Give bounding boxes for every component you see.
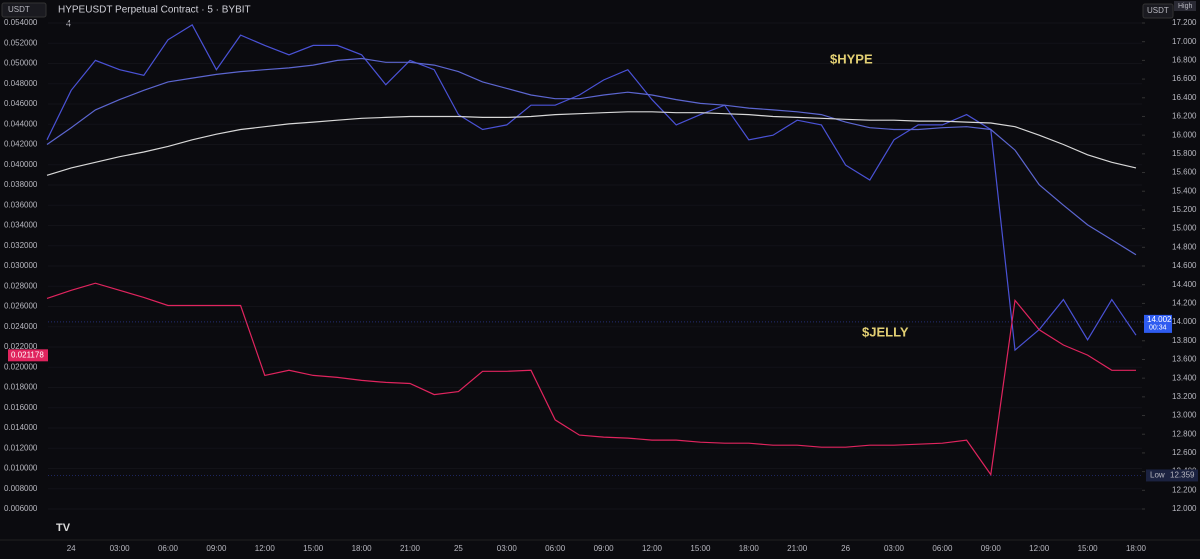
y-tick-label: 0.042000 [4,140,38,149]
series-label: $HYPE [830,51,873,66]
logo: TV [56,522,71,534]
left-unit: USDT [8,5,30,14]
y-tick-label: 0.054000 [4,18,38,27]
last-price-tag [1144,314,1172,333]
y2-tick-label: 13.200 [1172,392,1197,401]
y2-tick-label: 15.600 [1172,168,1197,177]
y-tick-label: 0.016000 [4,403,38,412]
series-line [46,282,1136,477]
x-tick-label: 03:00 [884,544,905,553]
y-tick-label: 0.026000 [4,302,38,311]
y-tick-label: 0.030000 [4,261,38,270]
y-tick-label: 0.014000 [4,423,38,432]
x-tick-label: 15:00 [1078,544,1099,553]
y2-tick-label: 13.400 [1172,373,1197,382]
series-line [46,111,1137,176]
y-tick-label: 0.010000 [4,464,38,473]
y2-tick-label: 17.000 [1172,37,1197,46]
right-unit: USDT [1147,6,1169,15]
jelly-last-label: 0.021178 [11,350,44,359]
y2-tick-label: 15.000 [1172,224,1197,233]
x-tick-label: 12:00 [1029,544,1050,553]
low-label: Low [1150,471,1165,480]
y-tick-label: 0.022000 [4,342,38,351]
y-tick-label: 0.052000 [4,38,38,47]
x-tick-label: 12:00 [255,544,276,553]
series-line [46,24,1137,352]
y2-tick-label: 13.600 [1172,355,1197,364]
y2-tick-label: 12.800 [1172,429,1197,438]
y2-tick-label: 14.600 [1172,261,1197,270]
x-tick-label: 18:00 [1126,544,1147,553]
low-tag [1146,469,1198,482]
y-tick-label: 0.050000 [4,59,38,68]
y2-tick-label: 16.600 [1172,74,1197,83]
x-tick-label: 26 [841,544,850,553]
x-tick-label: 09:00 [981,544,1002,553]
y2-tick-label: 16.200 [1172,112,1197,121]
x-tick-label: 06:00 [932,544,953,553]
y-tick-label: 0.024000 [4,322,38,331]
last-price-label: 14.002 [1147,315,1172,324]
low-value: 12.359 [1170,471,1195,480]
y2-tick-label: 17.200 [1172,18,1197,27]
high-label: High [1178,3,1193,10]
y2-tick-label: 12.000 [1172,504,1197,513]
y2-tick-label: 15.200 [1172,205,1197,214]
y-tick-label: 0.018000 [4,383,38,392]
unit-box[interactable] [1,2,47,18]
y2-tick-label: 15.800 [1172,149,1197,158]
y2-tick-label: 14.200 [1172,298,1197,307]
x-tick-label: 09:00 [594,544,615,553]
y2-tick-label: 12.600 [1172,448,1197,457]
series-line [46,57,1137,256]
jelly-last-tag [8,349,48,362]
y2-tick-label: 14.800 [1172,242,1197,251]
x-tick-label: 09:00 [206,544,227,553]
y-tick-label: 0.012000 [4,443,38,452]
y-tick-label: 0.008000 [4,484,38,493]
chart-title: HYPEUSDT Perpetual Contract · 5 · BYBIT [58,5,251,16]
x-tick-label: 18:00 [739,544,760,553]
y-tick-label: 0.048000 [4,79,38,88]
y2-tick-label: 12.200 [1172,485,1197,494]
series-label: $JELLY [862,324,909,339]
x-tick-label: 15:00 [690,544,711,553]
x-tick-label: 21:00 [400,544,421,553]
countdown-label: 00:34 [1149,325,1167,332]
y-tick-label: 0.046000 [4,99,38,108]
unit-box[interactable] [1142,3,1174,19]
y2-tick-label: 14.400 [1172,280,1197,289]
y-tick-label: 0.040000 [4,160,38,169]
x-tick-label: 06:00 [545,544,566,553]
y2-tick-label: 14.000 [1172,317,1197,326]
x-tick-label: 12:00 [642,544,663,553]
x-tick-label: 18:00 [352,544,373,553]
y2-tick-label: 13.000 [1172,411,1197,420]
y2-tick-label: 16.000 [1172,130,1197,139]
y-tick-label: 0.034000 [4,221,38,230]
y-tick-label: 0.006000 [4,504,38,513]
high-tag [1174,1,1196,11]
x-tick-label: 24 [67,544,76,553]
y2-tick-label: 16.400 [1172,93,1197,102]
x-tick-label: 06:00 [158,544,179,553]
y2-tick-label: 15.400 [1172,186,1197,195]
y-tick-label: 0.044000 [4,119,38,128]
y-tick-label: 0.020000 [4,362,38,371]
y-tick-label: 0.038000 [4,180,38,189]
x-tick-label: 03:00 [497,544,518,553]
y2-tick-label: 16.800 [1172,55,1197,64]
x-tick-label: 15:00 [303,544,324,553]
y2-tick-label: 13.800 [1172,336,1197,345]
y-tick-label: 0.032000 [4,241,38,250]
y-tick-label: 0.036000 [4,200,38,209]
y-tick-label: 0.028000 [4,281,38,290]
x-tick-label: 03:00 [110,544,131,553]
x-tick-label: 25 [454,544,463,553]
x-tick-label: 21:00 [787,544,808,553]
